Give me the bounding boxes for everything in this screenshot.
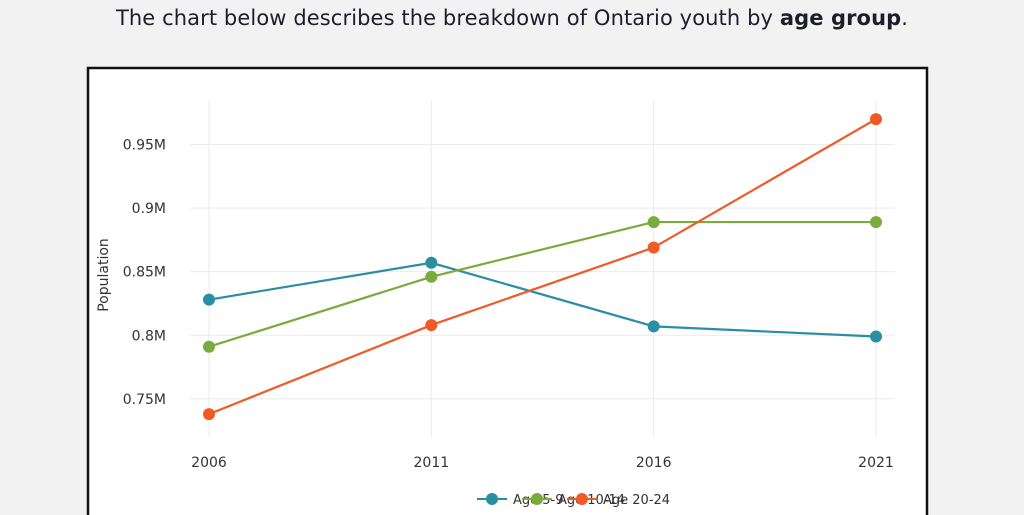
x-tick-label: 2006 <box>191 455 227 471</box>
y-tick-label: 0.95M <box>123 138 166 154</box>
data-point[interactable] <box>647 241 660 254</box>
chart-card-border <box>86 66 929 515</box>
x-axis: 2006 2011 2016 2021 <box>191 455 894 471</box>
data-point[interactable] <box>647 320 660 333</box>
y-tick-label: 0.75M <box>123 392 166 408</box>
y-tick-label: 0.8M <box>132 328 166 344</box>
data-point[interactable] <box>425 270 438 283</box>
data-point[interactable] <box>870 216 882 229</box>
data-point[interactable] <box>647 216 660 229</box>
series-group <box>203 113 882 421</box>
series-line <box>208 118 877 416</box>
intro-prefix: The chart below describes the breakdown … <box>115 6 780 30</box>
chart-card-bg <box>88 68 926 515</box>
data-point[interactable] <box>203 340 215 353</box>
legend-marker[interactable] <box>486 493 498 505</box>
legend-marker[interactable] <box>531 493 543 505</box>
y-axis: 0.75M 0.8M 0.85M 0.9M 0.95M <box>123 138 166 408</box>
x-tick-label: 2021 <box>858 455 894 471</box>
series-line <box>208 261 877 338</box>
legend-label[interactable]: Age 10-14 <box>558 493 625 508</box>
x-tick-label: 2011 <box>414 455 450 471</box>
data-point[interactable] <box>870 113 882 126</box>
y-axis-label: Population <box>96 238 112 312</box>
data-point[interactable] <box>203 408 215 421</box>
y-tick-label: 0.9M <box>132 201 166 217</box>
data-point[interactable] <box>870 330 882 343</box>
legend-marker[interactable] <box>576 493 588 505</box>
intro-bold: age group <box>779 6 902 30</box>
y-tick-label: 0.85M <box>123 265 166 281</box>
data-point[interactable] <box>425 256 438 269</box>
intro-suffix: . <box>901 6 909 30</box>
legend-label[interactable]: Age 20-24 <box>603 493 670 508</box>
intro-text: The chart below describes the breakdown … <box>0 6 1024 30</box>
data-point[interactable] <box>425 319 438 332</box>
x-tick-label: 2016 <box>636 455 672 471</box>
series-line <box>208 220 876 348</box>
data-point[interactable] <box>203 293 215 306</box>
